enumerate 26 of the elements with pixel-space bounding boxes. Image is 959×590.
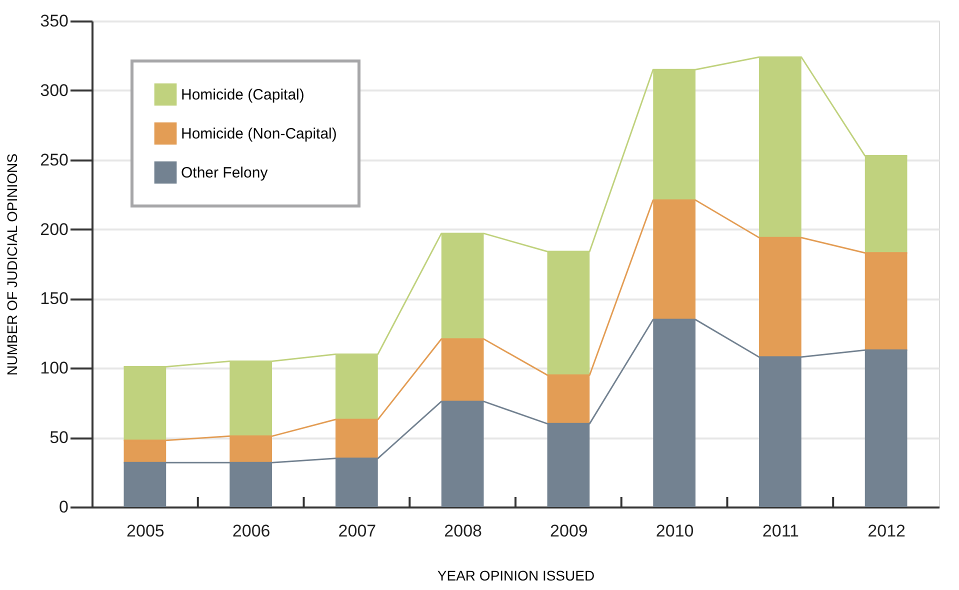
bar: [653, 70, 696, 200]
y-axis-title: NUMBER OF JUDICIAL OPINIONS: [4, 154, 20, 376]
bar: [547, 375, 590, 424]
y-tick-label: 50: [50, 428, 68, 448]
legend-label: Homicide (Non-Capital): [181, 126, 337, 142]
y-tick-label: 250: [40, 150, 68, 170]
y-tick-label: 0: [59, 498, 68, 516]
x-tick-label: 2007: [338, 522, 376, 540]
bar: [441, 338, 484, 402]
x-tick-label: 2011: [762, 522, 799, 540]
bar: [441, 233, 484, 339]
y-tick-label: 200: [40, 220, 68, 239]
x-tick-label: 2005: [126, 522, 164, 540]
y-tick-label: 300: [40, 80, 68, 100]
bar: [759, 238, 802, 358]
y-tick-label: 100: [40, 358, 68, 378]
x-tick-label: 2010: [656, 522, 694, 540]
x-tick-label: 2012: [868, 522, 906, 540]
x-tick-label: 2006: [232, 522, 270, 540]
y-tick-label: 350: [40, 12, 68, 30]
x-axis-title: YEAR OPINION ISSUED: [437, 568, 595, 584]
x-tick-label: 2008: [444, 522, 482, 540]
legend-label: Other Felony: [181, 164, 268, 182]
y-tick-label: 150: [40, 289, 68, 308]
x-tick-label: 2009: [550, 522, 588, 540]
legend-label: Homicide (Capital): [181, 86, 304, 104]
